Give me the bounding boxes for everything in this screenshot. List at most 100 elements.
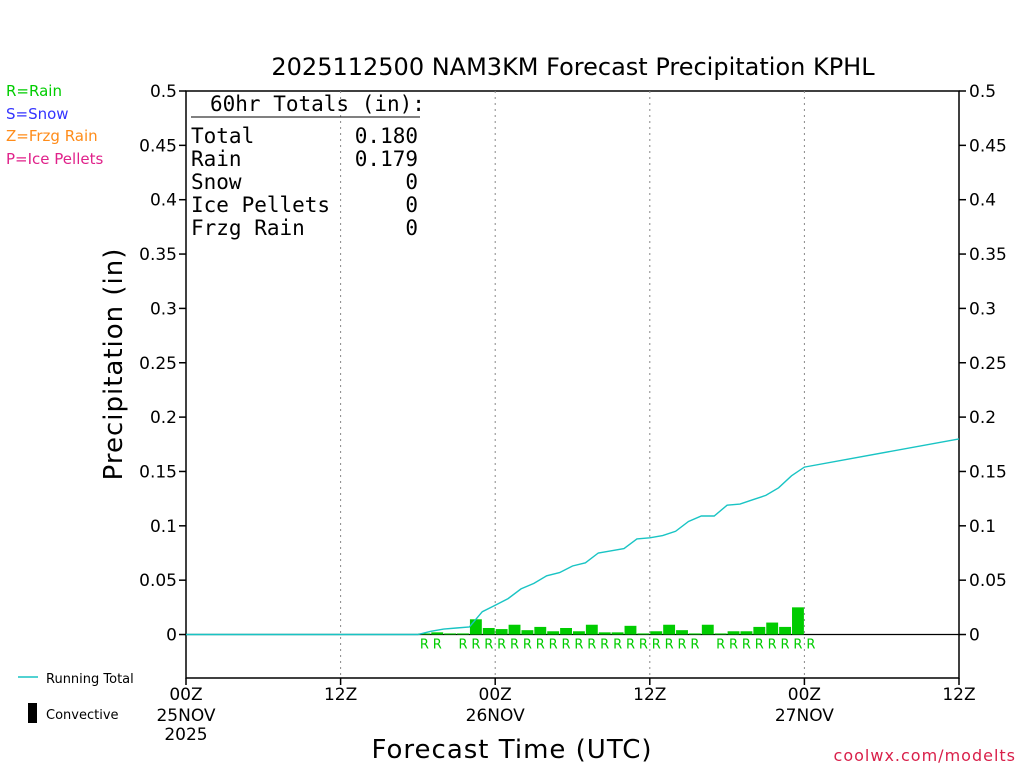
rain-bar [508, 624, 521, 635]
rain-bar [469, 619, 482, 635]
totals-value-rain: 0.179 [355, 147, 418, 171]
y-axis-left: 0 0.05 0.1 0.15 0.2 0.25 0.3 0.35 0.4 0.45 0.5 [139, 82, 186, 646]
x-tick-label: 00Z [479, 685, 512, 705]
legend-ice-pellets: P=Ice Pellets [6, 150, 103, 168]
ptype-label-rain: R [716, 638, 725, 653]
x-tick-year: 2025 [164, 725, 207, 745]
x-axis-title: Forecast Time (UTC) [371, 735, 652, 765]
rain-bar [444, 633, 457, 635]
y-tick-label-right: 0.1 [969, 517, 996, 537]
rain-bar [611, 632, 624, 635]
totals-label-snow: Snow [191, 170, 242, 194]
ptype-label-rain: R [562, 638, 571, 653]
y-tick-label-right: 0.3 [969, 299, 996, 319]
y-tick-label-left: 0.3 [150, 299, 177, 319]
y-tick-label-right: 0.4 [969, 191, 996, 211]
legend-frzg-rain: Z=Frzg Rain [6, 127, 98, 145]
convective-legend-swatch [28, 703, 37, 723]
y-tick-label-left: 0.1 [150, 517, 177, 537]
ptype-label-rain: R [523, 638, 532, 653]
ptype-label-rain: R [652, 638, 661, 653]
totals-label-total: Total [191, 124, 254, 148]
rain-bar [727, 631, 740, 635]
rain-bar [676, 630, 688, 635]
rain-bar [418, 633, 431, 635]
y-axis-right: 0 0.05 0.1 0.15 0.2 0.25 0.3 0.35 0.4 0.45 0.5 [959, 82, 1007, 646]
legend-running-total: Running Total [46, 672, 134, 687]
y-tick-label-left: 0 [166, 626, 177, 646]
ptype-label-rain: R [768, 638, 777, 653]
rain-bar [495, 629, 508, 635]
rain-bar [779, 626, 792, 635]
ptype-label-rain: R [510, 638, 519, 653]
ptype-label-rain: R [639, 638, 648, 653]
rain-bar [482, 627, 495, 635]
ptype-label-rain: R [626, 638, 635, 653]
rain-bar [560, 627, 572, 635]
ptype-label-rain: R [587, 638, 596, 653]
grid [186, 91, 959, 678]
y-tick-label-left: 0.05 [139, 571, 177, 591]
rain-bar [547, 631, 560, 635]
y-tick-label-right: 0.5 [969, 82, 996, 102]
y-tick-label-right: 0.25 [969, 354, 1007, 374]
ptype-label-rain: R [484, 638, 493, 653]
totals-label-frzg-rain: Frzg Rain [191, 216, 305, 240]
ptype-label-rain: R [781, 638, 790, 653]
ptype-label-rain: R [677, 638, 686, 653]
y-tick-label-left: 0.45 [139, 136, 177, 156]
totals-value-snow: 0 [405, 170, 418, 194]
rain-bar [431, 632, 444, 635]
ptype-label-rain: R [793, 638, 802, 653]
totals-value-ice-pellets: 0 [405, 193, 418, 217]
x-tick-date: 25NOV [156, 706, 215, 726]
ptype-label-rain: R [665, 638, 674, 653]
x-tick-label: 12Z [633, 685, 666, 705]
y-tick-label-left: 0.25 [139, 354, 177, 374]
ptype-label-rain: R [433, 638, 442, 653]
rain-bar [585, 624, 598, 635]
y-tick-label-left: 0.2 [150, 408, 177, 428]
ptype-label-rain: R [690, 638, 699, 653]
rain-bar [688, 633, 701, 635]
rain-bar [598, 632, 611, 635]
totals-box: 60hr Totals (in): Total 0.180 Rain 0.179… [191, 92, 425, 240]
plot-frame [185, 90, 960, 679]
ptype-label-rain: R [458, 638, 467, 653]
rain-bar [637, 633, 650, 635]
y-tick-label-left: 0.15 [139, 462, 177, 482]
y-axis-title: Precipitation (in) [99, 248, 129, 481]
credit-text: coolwx.com/modelts [834, 746, 1016, 765]
y-tick-label-right: 0.45 [969, 136, 1007, 156]
ptype-label-rain: R [549, 638, 558, 653]
running-total-series [186, 438, 960, 636]
x-tick-date: 27NOV [775, 706, 834, 726]
rain-bar [521, 630, 534, 635]
rain-bar [701, 624, 714, 635]
y-tick-label-left: 0.4 [150, 191, 177, 211]
rain-bar [766, 622, 779, 635]
y-tick-label-left: 0.35 [139, 245, 177, 265]
ptype-label-rain: R [471, 638, 480, 653]
x-tick-label: 12Z [942, 685, 975, 705]
totals-value-frzg-rain: 0 [405, 216, 418, 240]
rain-bar [650, 631, 663, 635]
rain-bar [624, 625, 637, 635]
ptype-label-rain: R [420, 638, 429, 653]
ptype-label-rain: R [536, 638, 545, 653]
totals-label-ice-pellets: Ice Pellets [191, 193, 330, 217]
ptype-label-rain: R [574, 638, 583, 653]
y-tick-label-left: 0.5 [150, 82, 177, 102]
rain-bar [753, 626, 766, 635]
ptype-label-rain: R [755, 638, 764, 653]
totals-label-rain: Rain [191, 147, 242, 171]
legend-snow: S=Snow [6, 105, 69, 123]
rain-bar [792, 607, 804, 635]
rain-bar [534, 626, 547, 635]
rain-bar [714, 633, 727, 635]
ptype-label-rain: R [742, 638, 751, 653]
y-tick-label-right: 0.05 [969, 571, 1007, 591]
